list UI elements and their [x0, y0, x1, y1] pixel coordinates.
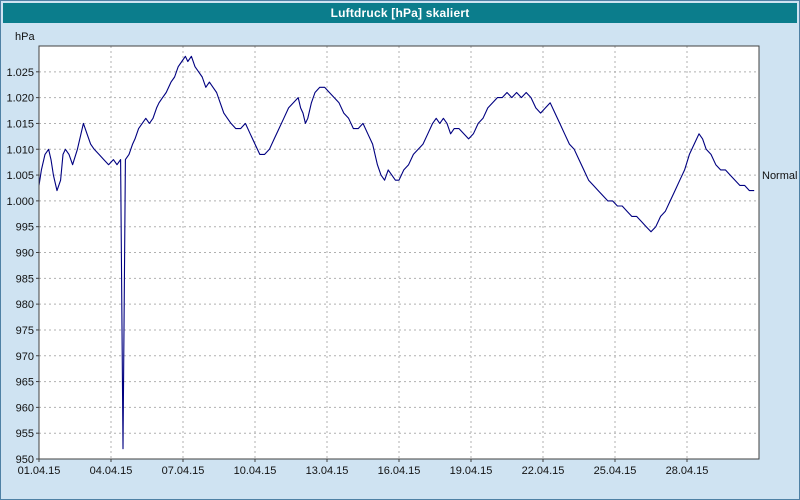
- x-tick-label: 25.04.15: [594, 465, 637, 477]
- y-tick-label: 1.010: [6, 144, 34, 156]
- y-tick-label: 950: [16, 454, 34, 466]
- x-tick-label: 22.04.15: [522, 465, 565, 477]
- page-title: Luftdruck [hPa] skaliert: [330, 6, 470, 20]
- y-tick-label: 975: [16, 325, 34, 337]
- x-tick-label: 07.04.15: [162, 465, 205, 477]
- x-tick-label: 28.04.15: [666, 465, 709, 477]
- plot-border: [38, 45, 760, 460]
- x-tick-label: 01.04.15: [18, 465, 61, 477]
- y-tick-label: 1.000: [6, 196, 34, 208]
- x-tick-label: 16.04.15: [378, 465, 421, 477]
- pressure-series-line: [38, 55, 755, 450]
- y-tick-label: 1.025: [6, 67, 34, 79]
- y-tick-label: 1.005: [6, 170, 34, 182]
- y-tick-label: 985: [16, 273, 34, 285]
- y-tick-label: 955: [16, 428, 34, 440]
- y-tick-label: 995: [16, 222, 34, 234]
- x-tick-label: 19.04.15: [450, 465, 493, 477]
- x-tick-label: 10.04.15: [234, 465, 277, 477]
- y-tick-label: 980: [16, 299, 34, 311]
- y-tick-label: 1.020: [6, 93, 34, 105]
- x-tick-label: 13.04.15: [306, 465, 349, 477]
- x-tick-label: 04.04.15: [90, 465, 133, 477]
- y-tick-label: 970: [16, 351, 34, 363]
- y-tick-label: 1.015: [6, 118, 34, 130]
- title-bar[interactable]: Luftdruck [hPa] skaliert: [3, 3, 797, 23]
- y-tick-label: 965: [16, 377, 34, 389]
- y-tick-label: 990: [16, 248, 34, 260]
- y-axis-unit-label: hPa: [15, 31, 35, 43]
- pressure-line-chart: 950 955 960 965 970 975 980 985 990 995 1.000 1.005…: [6, 45, 797, 477]
- y-tick-label: 960: [16, 402, 34, 414]
- normal-annotation: Normal: [762, 170, 797, 182]
